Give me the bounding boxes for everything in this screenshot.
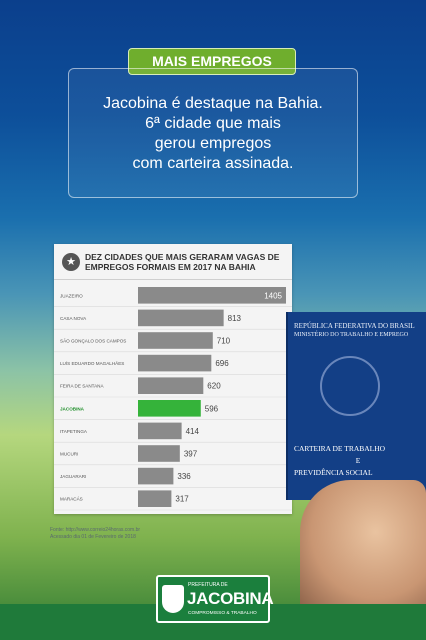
category-label: MUCURI xyxy=(60,452,78,457)
category-label: ITAPETINGA xyxy=(60,429,88,434)
wallet-republic-label: REPÚBLICA FEDERATIVA DO BRASIL xyxy=(294,322,415,330)
value-label: 710 xyxy=(217,337,231,346)
logo-prefix: PREFEITURA DE xyxy=(188,582,228,588)
bar xyxy=(138,332,213,349)
category-label: FEIRA DE SANTANA xyxy=(60,384,104,389)
value-label: 414 xyxy=(186,427,200,436)
headline-line-2: 6ª cidade que mais xyxy=(145,115,281,132)
national-seal-icon xyxy=(320,356,380,416)
source-note: Fonte: http://www.correio24horas.com.br … xyxy=(50,527,140,541)
city-emblem-icon xyxy=(162,585,184,613)
headline-line-1: Jacobina é destaque na Bahia. xyxy=(103,95,323,112)
value-label: 813 xyxy=(228,314,242,323)
prefeitura-logo: PREFEITURA DE JACOBINA COMPROMISSO & TRA… xyxy=(156,575,274,623)
headline: Jacobina é destaque na Bahia. 6ª cidade … xyxy=(68,94,358,174)
value-label: 596 xyxy=(205,404,219,413)
headline-line-4: com carteira assinada. xyxy=(132,155,294,172)
bar xyxy=(138,445,180,462)
bar xyxy=(138,287,286,304)
wallet-title-line-2: E xyxy=(355,456,361,465)
bar xyxy=(138,354,212,372)
bar xyxy=(138,490,172,507)
star-icon: ★ xyxy=(62,253,80,271)
category-label: SÃO GONÇALO DOS CAMPOS xyxy=(60,338,126,344)
bar xyxy=(138,309,224,327)
work-card-booklet: REPÚBLICA FEDERATIVA DO BRASIL MINISTÉRI… xyxy=(286,312,426,500)
hand-holding-booklet xyxy=(300,480,426,610)
value-label: 317 xyxy=(175,495,189,504)
headline-frame xyxy=(68,68,358,198)
chart-header: ★ DEZ CIDADES QUE MAIS GERARAM VAGAS DE … xyxy=(54,244,292,280)
source-line-2: Acessado dia 01 de Fevereiro de 2018 xyxy=(50,534,136,540)
value-label: 397 xyxy=(184,450,198,459)
value-label: 620 xyxy=(207,382,221,391)
bar xyxy=(138,422,182,440)
source-line-1: Fonte: http://www.correio24horas.com.br xyxy=(50,527,141,533)
category-label: JUAZEIRO xyxy=(60,293,83,298)
category-label: LUÍS EDUARDO MAGALHÃES xyxy=(60,360,124,366)
chart-title: DEZ CIDADES QUE MAIS GERARAM VAGAS DE EM… xyxy=(85,252,280,272)
bar xyxy=(138,377,204,394)
category-label: JACOBINA xyxy=(60,406,85,411)
category-label: JAGUARARI xyxy=(60,474,86,479)
wallet-ministry-label: MINISTÉRIO DO TRABALHO E EMPREGO xyxy=(294,332,409,338)
logo-name: JACOBINA xyxy=(187,589,274,608)
bar xyxy=(138,400,201,417)
value-label: 336 xyxy=(177,472,191,481)
value-label: 1405 xyxy=(264,291,282,300)
value-label: 696 xyxy=(215,359,229,368)
chart-card: ★ DEZ CIDADES QUE MAIS GERARAM VAGAS DE … xyxy=(54,244,292,514)
bar-chart: JUAZEIRO 1405 CASA NOVA 813 SÃO GONÇALO DOS … xyxy=(54,287,292,511)
bar xyxy=(138,467,174,485)
category-label: MARACÁS xyxy=(60,496,83,502)
headline-line-3: gerou empregos xyxy=(154,135,272,152)
wallet-title-line-3: PREVIDÊNCIA SOCIAL xyxy=(294,468,373,477)
wallet-title-line-1: CARTEIRA DE TRABALHO xyxy=(294,444,386,453)
logo-tagline: COMPROMISSO & TRABALHO xyxy=(188,611,257,616)
category-label: CASA NOVA xyxy=(60,316,87,321)
mais-empregos-badge: MAIS EMPREGOS xyxy=(128,48,296,75)
